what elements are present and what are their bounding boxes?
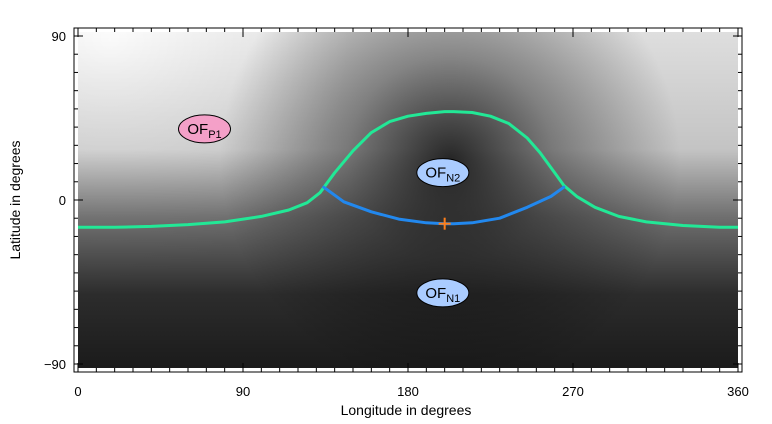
svg-text:OFN1: OFN1 xyxy=(425,285,460,305)
y-tick-label: 90 xyxy=(52,29,66,44)
svg-text:OFN2: OFN2 xyxy=(425,165,460,185)
x-tick-label: 360 xyxy=(727,384,749,399)
plus-marker-1 xyxy=(438,217,451,230)
region-label-subscript: N1 xyxy=(446,293,460,305)
x-axis-ticks: 0 90 180 270 360 xyxy=(74,28,749,399)
region-label-of-n2: OFN2 xyxy=(416,158,470,188)
region-label-subscript: N2 xyxy=(446,173,460,185)
region-label-of-p1: OFP1 xyxy=(178,114,231,144)
x-axis-label: Longitude in degrees xyxy=(341,402,472,418)
region-label-main: OF xyxy=(187,121,208,138)
region-label-subscript: P1 xyxy=(208,129,221,141)
minor-ticks xyxy=(74,28,742,372)
region-label-main: OF xyxy=(425,285,446,302)
region-label-of-n1: OFN1 xyxy=(416,278,470,308)
y-axis-label: Latitude in degrees xyxy=(7,140,23,259)
y-axis-ticks: −90 0 90 xyxy=(44,29,742,372)
svg-text:OFP1: OFP1 xyxy=(187,121,221,141)
x-tick-label: 270 xyxy=(562,384,584,399)
x-tick-label: 0 xyxy=(74,384,81,399)
plot-background xyxy=(78,32,738,368)
y-tick-label: −90 xyxy=(44,357,66,372)
x-tick-label: 90 xyxy=(236,384,250,399)
series-layer xyxy=(78,110,738,230)
series-line-1 xyxy=(78,110,738,229)
y-tick-label: 0 xyxy=(59,193,66,208)
x-tick-label: 180 xyxy=(397,384,419,399)
region-label-main: OF xyxy=(425,165,446,182)
